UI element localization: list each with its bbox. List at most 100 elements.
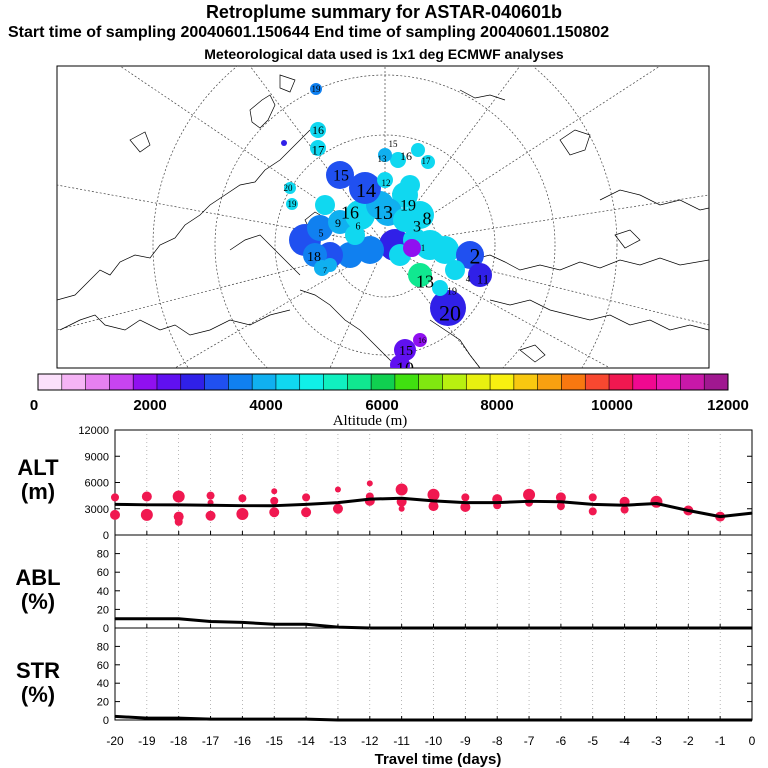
- plume-day-label: 10: [396, 358, 414, 378]
- alt-data-point: [687, 509, 689, 512]
- str-data-point: [432, 719, 435, 721]
- abl-data-point: [273, 623, 275, 625]
- alt-spread-point: [398, 505, 405, 512]
- abl-ytick-label: 80: [97, 549, 109, 561]
- plume-day-label: 14: [356, 180, 376, 202]
- alt-spread-point: [555, 492, 566, 503]
- plume-cluster: [421, 155, 435, 169]
- abl-ytick-label: 0: [103, 623, 109, 635]
- plume-cluster: [310, 140, 326, 156]
- xtick-label: 0: [749, 734, 756, 748]
- alt-data-point: [273, 505, 275, 507]
- plume-cluster: [323, 258, 337, 272]
- plume-cluster: [315, 195, 335, 215]
- xtick-label: -10: [425, 734, 443, 748]
- colorbar-tick-label: 0: [30, 397, 38, 414]
- colorbar-swatch: [609, 374, 634, 390]
- xtick-label: -9: [460, 734, 471, 748]
- str-data-point: [146, 717, 148, 719]
- str-data-point: [655, 719, 658, 721]
- xtick-label: -17: [202, 734, 220, 748]
- xtick-label: -12: [361, 734, 379, 748]
- meteo-source: Meteorological data used is 1x1 deg ECMW…: [204, 46, 564, 62]
- plume-day-label: 13: [373, 202, 393, 224]
- alt-spread-point: [301, 507, 312, 518]
- timeseries-panels: 120009000600030000ALT(m)806040200ABL(%)8…: [15, 425, 755, 768]
- colorbar-swatch: [275, 374, 301, 390]
- colorbar-tick-label: 10000: [591, 397, 633, 414]
- plume-day-label: 16: [418, 336, 426, 345]
- colorbar-swatch: [394, 374, 420, 390]
- plume-day-label: 19: [288, 199, 298, 209]
- plume-day-label: 4: [466, 274, 471, 284]
- xtick-label: -4: [619, 734, 630, 748]
- colorbar-swatch: [61, 374, 87, 390]
- alt-spread-point: [110, 509, 120, 520]
- alt-spread-point: [620, 505, 629, 514]
- alt-ytick-label: 9000: [85, 451, 109, 463]
- alt-data-point: [401, 497, 403, 499]
- abl-data-point: [146, 618, 148, 620]
- alt-spread-point: [111, 493, 119, 502]
- colorbar-swatch: [442, 374, 467, 390]
- alt-spread-point: [460, 502, 471, 512]
- alt-data-point: [432, 500, 435, 502]
- alt-spread-point: [236, 508, 249, 520]
- plume-day-label: 18: [307, 250, 321, 265]
- colorbar-swatch: [180, 374, 206, 390]
- plume-cluster: [281, 140, 287, 146]
- colorbar-tick-label: 4000: [249, 397, 282, 414]
- alt-spread-point: [588, 493, 597, 502]
- plume-day-label: 15: [333, 168, 349, 185]
- plume-day-label: 16: [341, 202, 359, 222]
- str-data-point: [687, 719, 689, 721]
- plume-day-label: 2: [470, 244, 481, 269]
- colorbar-swatch: [323, 374, 348, 390]
- alt-axis-label: ALT: [17, 455, 59, 480]
- abl-data-point: [305, 623, 307, 625]
- xtick-label: -11: [393, 734, 410, 748]
- chart-title: Retroplume summary for ASTAR-040601b: [205, 2, 563, 22]
- colorbar-swatch: [704, 374, 729, 390]
- colorbar-swatch: [418, 374, 443, 390]
- abl-ytick-label: 20: [97, 604, 109, 616]
- plume-cluster: [411, 143, 425, 157]
- plume-cluster: [468, 263, 492, 287]
- plume-day-label: 9: [335, 216, 341, 230]
- alt-ytick-label: 12000: [78, 425, 109, 437]
- plume-cluster: [286, 198, 298, 210]
- alt-data-point: [209, 504, 212, 506]
- plume-cluster: [390, 152, 406, 168]
- str-data-point: [114, 715, 116, 717]
- plume-cluster: [307, 215, 333, 241]
- xtick-label: -19: [138, 734, 156, 748]
- plume-day-label: 1: [421, 243, 426, 253]
- alt-spread-point: [427, 488, 440, 501]
- alt-spread-point: [395, 483, 408, 496]
- plume-cluster: [349, 172, 381, 204]
- str-data-point: [241, 718, 243, 720]
- xtick-label: -15: [266, 734, 284, 748]
- plume-cluster: [356, 236, 384, 264]
- alt-spread-point: [366, 480, 373, 487]
- plume-day-label: 15: [389, 139, 399, 149]
- xtick-label: -13: [329, 734, 347, 748]
- str-ytick-label: 0: [103, 715, 109, 727]
- plume-day-label: 7: [323, 266, 327, 275]
- colorbar-swatch: [656, 374, 681, 390]
- plume-day-label: 17: [422, 156, 432, 166]
- plume-cluster: [377, 172, 393, 188]
- str-data-point: [178, 717, 180, 719]
- str-ytick-label: 60: [97, 660, 109, 672]
- plume-cluster: [403, 239, 421, 257]
- colorbar-swatch: [299, 374, 325, 390]
- alt-spread-point: [271, 488, 278, 495]
- xtick-label: -5: [587, 734, 598, 748]
- alt-data-point: [592, 503, 594, 505]
- str-data-point: [305, 718, 307, 720]
- alt-spread-point: [205, 510, 216, 521]
- plume-day-label: 13: [378, 154, 388, 164]
